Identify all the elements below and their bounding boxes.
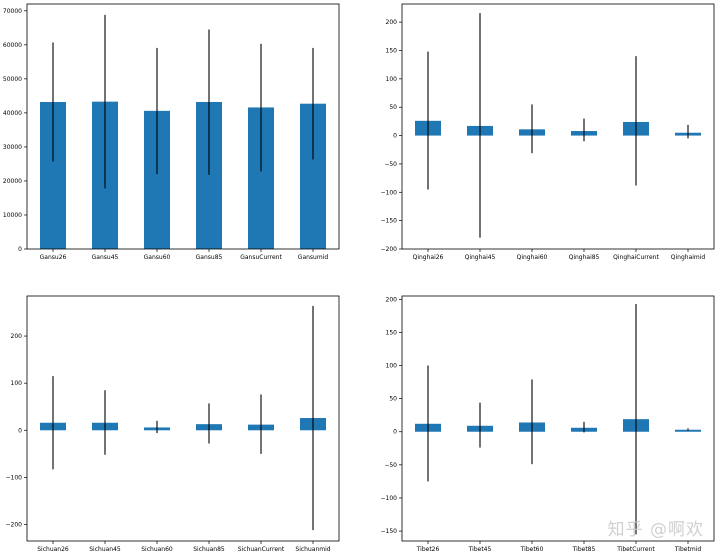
x-tick-label: QinghaiCurrent bbox=[613, 254, 659, 261]
y-tick-label: 70000 bbox=[3, 8, 22, 15]
y-tick-label: −100 bbox=[381, 495, 398, 502]
x-tick-label: Gansu85 bbox=[196, 254, 223, 261]
x-tick-label: SichuanCurrent bbox=[238, 546, 285, 553]
y-tick-label: −50 bbox=[384, 161, 397, 168]
x-tick-label: Tibet60 bbox=[520, 546, 544, 553]
axes-frame bbox=[401, 295, 715, 542]
y-tick-label: 20000 bbox=[3, 178, 22, 185]
axes-frame bbox=[401, 3, 715, 250]
y-tick-label: 100 bbox=[386, 76, 398, 83]
y-tick-label: 100 bbox=[11, 380, 23, 387]
x-tick-label: Qinghai26 bbox=[413, 254, 444, 261]
y-tick-label: −200 bbox=[381, 246, 398, 253]
axes-frame bbox=[26, 3, 340, 250]
y-tick-label: −100 bbox=[381, 189, 398, 196]
y-tick-label: 0 bbox=[18, 246, 22, 253]
y-tick-label: 0 bbox=[18, 427, 22, 434]
x-tick-label: Qinghaimid bbox=[671, 254, 706, 261]
x-tick-label: Gansu45 bbox=[92, 254, 119, 261]
x-tick-label: Tibet45 bbox=[468, 546, 492, 553]
x-tick-label: Tibet85 bbox=[572, 546, 596, 553]
chart-panel-2: −200 −150 −100 −50 0 50 100 150 200 Qinghai26 Qing… bbox=[381, 3, 715, 261]
x-tick-label: Gansu60 bbox=[144, 254, 171, 261]
y-tick-label: 100 bbox=[386, 363, 398, 370]
y-tick-label: −150 bbox=[381, 528, 398, 535]
y-tick-label: 200 bbox=[11, 333, 23, 340]
y-tick-label: 50 bbox=[389, 396, 397, 403]
chart-panel-4: −150 −100 −50 0 50 100 150 200 Tibet26 Tibet45 Tib… bbox=[381, 295, 715, 553]
x-tick-label: Sichuan85 bbox=[193, 546, 225, 553]
y-tick-label: 200 bbox=[386, 19, 398, 26]
x-tick-label: Sichuan26 bbox=[37, 546, 69, 553]
x-tick-label: Gansumid bbox=[298, 254, 329, 261]
y-tick-label: −50 bbox=[384, 462, 397, 469]
watermark: 知乎 @啊欢 bbox=[607, 520, 704, 540]
x-tick-label: Sichuan60 bbox=[141, 546, 173, 553]
y-tick-label: 200 bbox=[386, 296, 398, 303]
y-tick-label: 10000 bbox=[3, 212, 22, 219]
y-tick-label: −200 bbox=[6, 522, 23, 529]
x-tick-label: Qinghai45 bbox=[465, 254, 496, 261]
y-tick-label: 60000 bbox=[3, 42, 22, 49]
x-tick-label: Tibetmid bbox=[674, 546, 702, 553]
x-tick-label: Sichuanmid bbox=[295, 546, 330, 553]
bar bbox=[675, 429, 701, 432]
y-tick-label: 50 bbox=[389, 104, 397, 111]
y-tick-label: 150 bbox=[386, 48, 398, 55]
y-tick-label: 40000 bbox=[3, 110, 22, 117]
x-tick-label: Tibet26 bbox=[416, 546, 440, 553]
x-tick-label: Sichuan45 bbox=[89, 546, 121, 553]
x-tick-label: TibetCurrent bbox=[616, 546, 655, 553]
y-tick-label: −150 bbox=[381, 218, 398, 225]
y-tick-label: −100 bbox=[6, 474, 23, 481]
y-tick-label: 0 bbox=[393, 429, 397, 436]
axes-frame bbox=[26, 295, 340, 542]
chart-panel-1: 0 10000 20000 30000 40000 50000 60000 70000 Gans… bbox=[3, 3, 340, 261]
x-tick-label: Gansu26 bbox=[40, 254, 67, 261]
y-tick-label: 0 bbox=[393, 133, 397, 140]
chart-panel-3: −200 −100 0 100 200 Sichuan26 Sichuan45 Sichuan… bbox=[6, 295, 340, 553]
x-tick-label: Qinghai60 bbox=[517, 254, 548, 261]
x-tick-label: GansuCurrent bbox=[240, 254, 282, 261]
y-tick-label: 30000 bbox=[3, 144, 22, 151]
y-tick-label: 50000 bbox=[3, 76, 22, 83]
x-tick-label: Qinghai85 bbox=[569, 254, 600, 261]
y-tick-label: 150 bbox=[386, 329, 398, 336]
